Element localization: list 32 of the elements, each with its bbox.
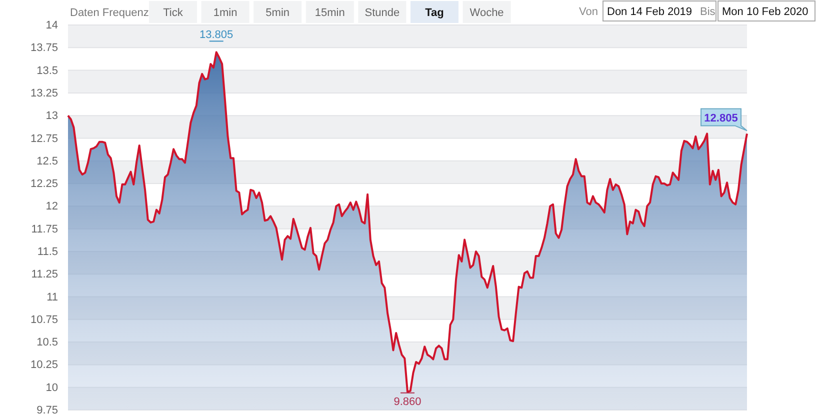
y-tick-label: 12.25 — [30, 178, 58, 190]
frequency-button: 5min — [254, 1, 302, 23]
y-tick-label: 11 — [46, 291, 58, 304]
y-tick-label: 14 — [46, 20, 58, 32]
y-tick-label: 9.75 — [36, 404, 58, 417]
y-tick-label: 13.5 — [36, 64, 58, 77]
y-tick-label: 13.75 — [30, 42, 58, 54]
y-tick-label: 11.5 — [37, 246, 58, 258]
y-tick-label: 12.75 — [30, 132, 58, 145]
y-tick-label: 10 — [46, 382, 58, 394]
text: Von — [579, 6, 598, 18]
date-field: Mon 10 Feb 2020 — [718, 0, 816, 22]
y-tick-label: 12 — [46, 200, 58, 213]
y-tick-label: 13 — [46, 110, 58, 122]
y-tick-label: 10.75 — [30, 314, 58, 326]
annotation: 12.805 — [704, 112, 738, 125]
frequency-button: 15min — [306, 1, 354, 23]
frequency-button: Tick — [149, 1, 197, 23]
y-tick-label: 11.75 — [31, 223, 58, 236]
y-tick-label: 11.25 — [31, 268, 58, 281]
frequency-button: 1min — [201, 1, 250, 23]
y-tick-label: 10.5 — [36, 336, 58, 349]
text: Bis — [700, 6, 716, 18]
frequency-button: Stunde — [358, 1, 406, 23]
y-tick-label: 12.5 — [36, 155, 58, 168]
annotation: 13.805 — [200, 29, 234, 42]
y-tick-label: 13.25 — [30, 87, 58, 100]
text: Daten Frequenz — [70, 7, 149, 19]
frequency-button: Woche — [462, 1, 511, 23]
y-tick-label: 10.25 — [30, 359, 58, 372]
frequency-button: Tag — [410, 1, 458, 23]
annotation: 9.860 — [394, 396, 422, 408]
